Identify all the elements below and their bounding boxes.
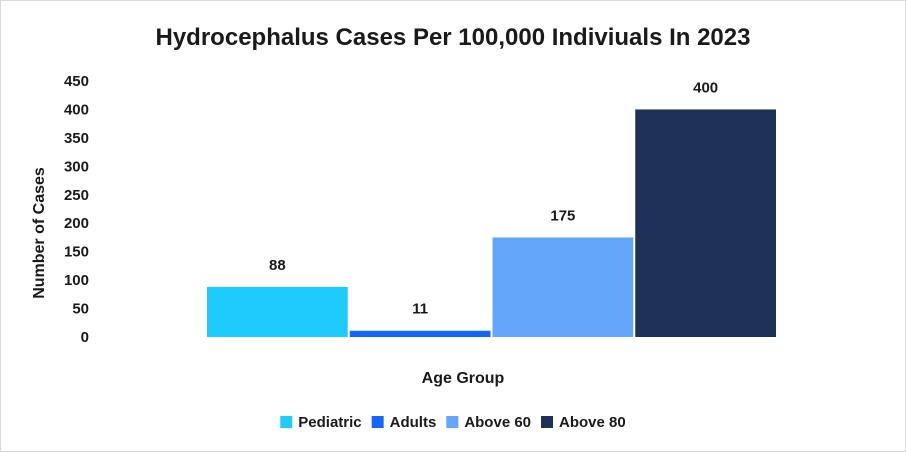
bar-above-60: [492, 237, 634, 337]
y-tick-label: 200: [64, 215, 89, 232]
data-label: 88: [269, 257, 286, 274]
legend-label: Above 80: [559, 414, 626, 431]
y-tick-label: 400: [64, 101, 89, 118]
y-tick-label: 100: [64, 272, 89, 289]
legend-label: Pediatric: [298, 414, 361, 431]
y-tick-label: 450: [64, 73, 89, 90]
y-tick-label: 250: [64, 187, 89, 204]
y-tick-label: 0: [81, 329, 89, 346]
legend-swatch: [541, 416, 554, 428]
bar-adults: [349, 330, 491, 337]
data-label: 11: [412, 301, 428, 318]
bar-pediatric: [207, 286, 348, 337]
data-label: 400: [693, 79, 718, 96]
bar-above-80: [635, 109, 776, 337]
data-label: 175: [550, 207, 575, 224]
legend-swatch: [446, 416, 459, 428]
legend: Pediatric Adults Above 60 Above 80: [280, 414, 626, 431]
y-axis-label: Number of Cases: [31, 167, 48, 299]
y-tick-label: 350: [64, 130, 89, 147]
chart-title: Hydrocephalus Cases Per 100,000 Indiviua…: [156, 24, 751, 51]
legend-label: Adults: [390, 414, 437, 431]
y-tick-label: 300: [64, 158, 89, 175]
legend-swatch: [280, 416, 293, 428]
y-tick-label: 50: [72, 301, 89, 318]
data-labels: 88 11 175 400: [269, 79, 718, 317]
y-tick-label: 150: [64, 244, 89, 261]
legend-label: Above 60: [464, 414, 531, 431]
y-axis-ticks: 0 50 100 150 200 250 300 350 400 450: [64, 73, 89, 346]
bars: [207, 109, 776, 337]
x-axis-label: Age Group: [422, 370, 505, 387]
legend-swatch: [371, 416, 384, 428]
